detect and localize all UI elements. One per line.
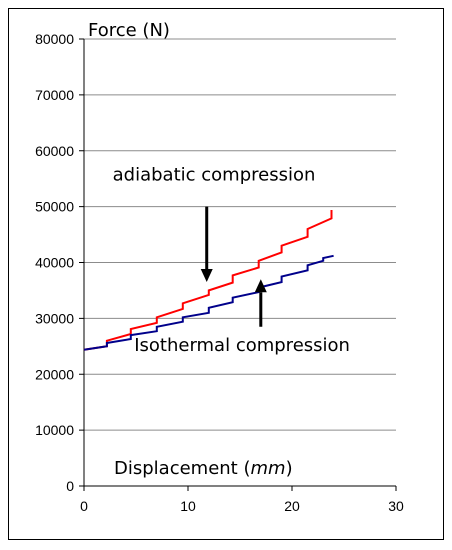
y-tick-labels: 0 10000 20000 30000 40000 50000 60000 70000 8000… xyxy=(35,31,84,494)
x-axis-title: Displacement (mm) xyxy=(114,458,293,479)
y-tick-label: 60000 xyxy=(35,143,74,159)
series-lines xyxy=(83,210,334,351)
x-axis-title-prefix: Displacement ( xyxy=(114,458,251,479)
x-tick-label: 30 xyxy=(388,498,404,514)
y-tick-label: 30000 xyxy=(35,310,74,326)
adiabatic-label: adiabatic compression xyxy=(113,164,316,185)
annotation-labels: adiabatic compression Isothermal compress… xyxy=(113,164,350,355)
adiabatic-series-line xyxy=(83,210,333,351)
x-tick-label: 10 xyxy=(180,498,196,514)
x-axis-title-suffix: ) xyxy=(286,458,293,479)
y-tick-label: 10000 xyxy=(35,422,74,438)
y-tick-label: 20000 xyxy=(35,366,74,382)
y-tick-label: 50000 xyxy=(35,199,74,215)
isothermal-series-line xyxy=(83,254,334,351)
x-tick-labels: 0 10 20 30 xyxy=(80,486,404,514)
isothermal-label: Isothermal compression xyxy=(134,335,350,356)
chart-frame xyxy=(8,8,444,540)
arrow-head xyxy=(200,269,213,283)
annotation-arrows xyxy=(200,206,267,327)
y-tick-label: 0 xyxy=(66,478,74,494)
x-tick-label: 0 xyxy=(80,498,88,514)
y-tick-label: 80000 xyxy=(35,31,74,47)
gridlines xyxy=(84,38,396,431)
x-tick-label: 20 xyxy=(284,498,300,514)
arrow-head xyxy=(254,279,267,293)
y-axis-title: Force (N) xyxy=(88,20,170,41)
y-tick-label: 40000 xyxy=(35,255,74,271)
adiabatic-arrow xyxy=(200,206,213,283)
x-axis-title-unit: mm xyxy=(251,458,286,479)
isothermal-arrow xyxy=(254,279,267,327)
y-tick-label: 70000 xyxy=(35,87,74,103)
